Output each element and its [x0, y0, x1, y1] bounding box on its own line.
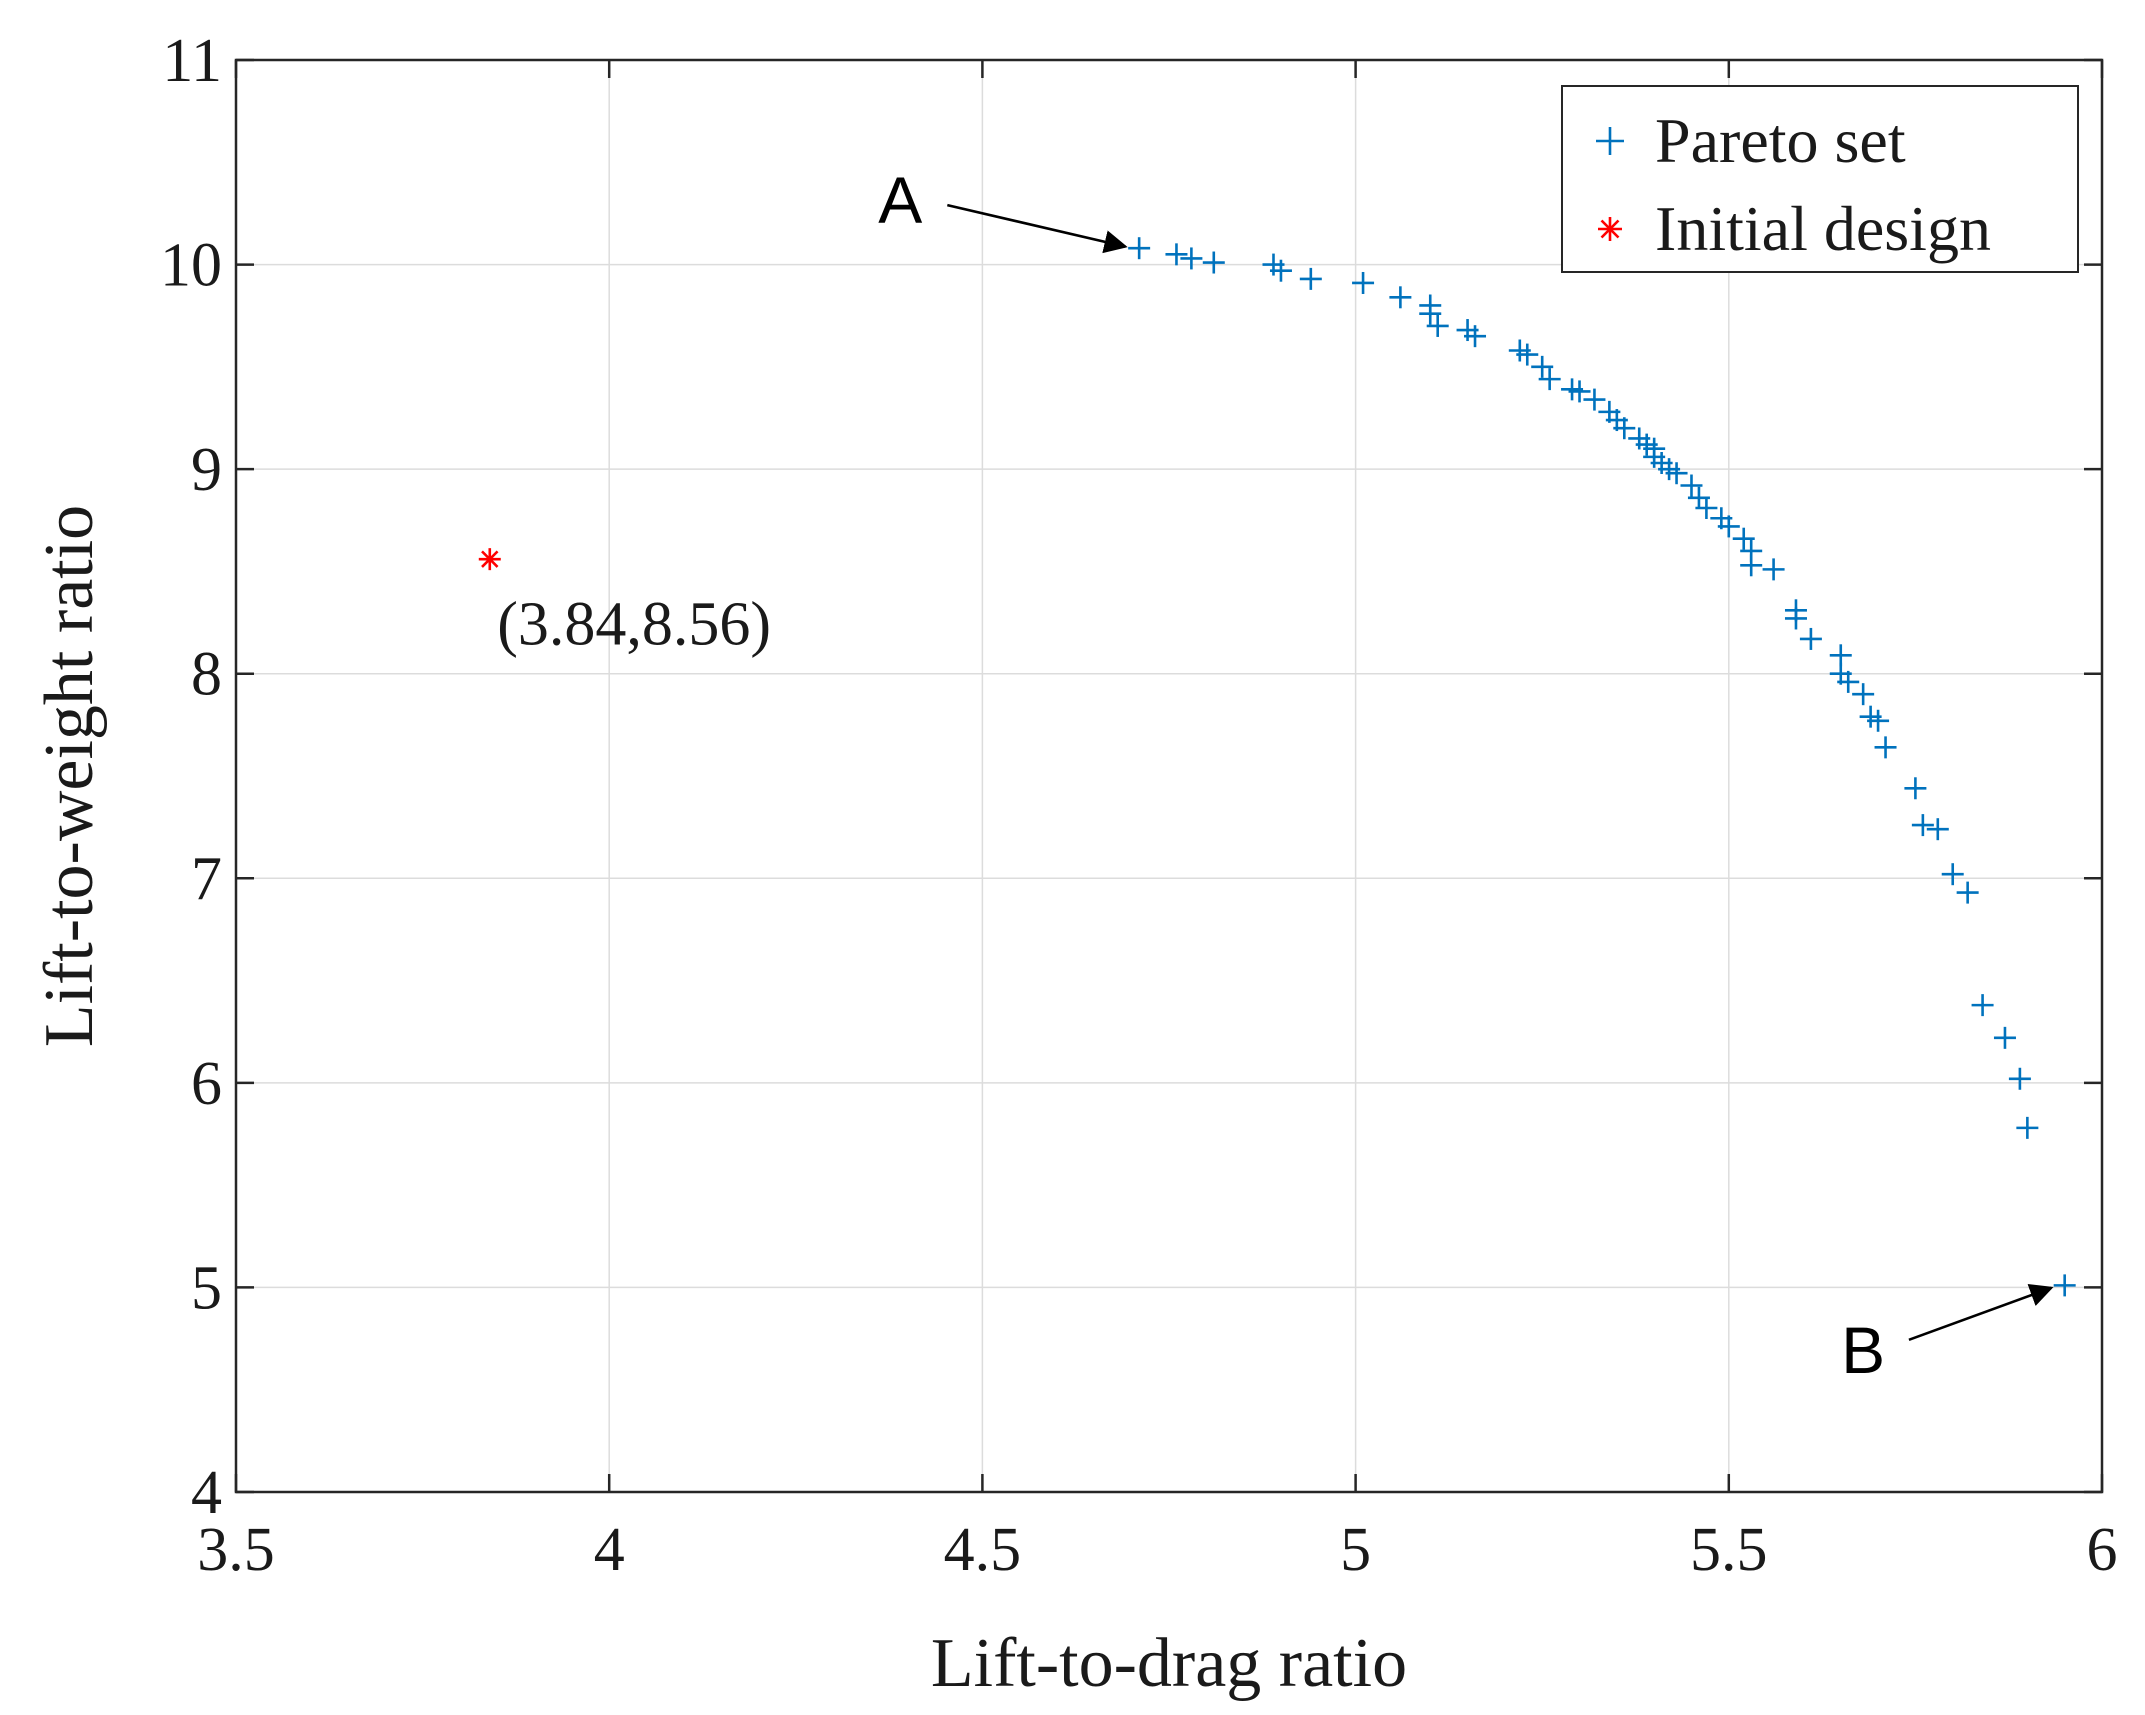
- legend-label-pareto-set: Pareto set: [1655, 105, 1906, 176]
- pareto-point: [1128, 237, 1151, 260]
- point-label-a: A: [878, 163, 922, 237]
- x-tick-label: 5.5: [1690, 1516, 1768, 1584]
- pareto-point: [1911, 814, 1934, 837]
- pareto-point: [2053, 1274, 2076, 1297]
- plot-area-background: [236, 60, 2102, 1492]
- y-axis-label: Lift-to-weight ratio: [31, 505, 108, 1047]
- legend-label-initial-design: Initial design: [1655, 193, 1991, 264]
- legend-star-marker: [1598, 217, 1622, 241]
- pareto-point: [1568, 380, 1591, 403]
- plot-frame: [234, 58, 2104, 1494]
- pareto-point: [1464, 325, 1487, 348]
- legend-marker-initial-design: [1598, 217, 1622, 241]
- pareto-point: [1613, 417, 1636, 440]
- y-tick-label: 9: [191, 436, 222, 504]
- y-tick-label: 8: [191, 641, 222, 709]
- pareto-point: [1993, 1026, 2016, 1049]
- pareto-point: [2008, 1067, 2031, 1090]
- x-tick-label: 5: [1340, 1516, 1371, 1584]
- annotation-arrow-b: [1908, 1284, 2054, 1342]
- pareto-point: [1874, 736, 1897, 759]
- pareto-point: [1165, 243, 1188, 266]
- y-tick-label: 7: [191, 845, 222, 913]
- pareto-point: [1299, 267, 1322, 290]
- pareto-point: [1583, 388, 1606, 411]
- y-tick-label: 5: [191, 1254, 222, 1322]
- x-tick-label: 3.5: [197, 1516, 275, 1584]
- pareto-point: [1352, 271, 1375, 294]
- y-tick-label: 11: [162, 27, 222, 95]
- pareto-point: [1269, 259, 1292, 282]
- pareto-point: [1516, 343, 1539, 366]
- pareto-point: [1538, 368, 1561, 391]
- x-tick-label: 4.5: [944, 1516, 1022, 1584]
- point-label-b: B: [1841, 1313, 1885, 1387]
- pareto-point: [1941, 863, 1964, 886]
- pareto-point: [1732, 527, 1755, 550]
- pareto-point: [1799, 627, 1822, 650]
- pareto-point: [1426, 314, 1449, 337]
- pareto-point: [1389, 286, 1412, 309]
- pareto-point: [1740, 554, 1763, 577]
- pareto-point: [1867, 709, 1890, 732]
- pareto-point: [1531, 355, 1554, 378]
- pareto-point: [1956, 881, 1979, 904]
- pareto-point: [1202, 251, 1225, 274]
- y-tick-label: 6: [191, 1050, 222, 1118]
- initial-design-point: [478, 548, 501, 571]
- annotations: A B (3.84,8.56): [497, 163, 2054, 1387]
- pareto-point: [1829, 644, 1852, 667]
- pareto-point: [1852, 683, 1875, 706]
- pareto-point: [1180, 247, 1203, 270]
- x-axis-label: Lift-to-drag ratio: [931, 1625, 1407, 1702]
- legend: Pareto set Initial design: [1561, 85, 2079, 273]
- pareto-point: [1717, 515, 1740, 538]
- pareto-point: [1695, 497, 1718, 520]
- pareto-point: [1926, 818, 1949, 841]
- pareto-point: [1665, 462, 1688, 485]
- legend-plus-marker: [1596, 127, 1624, 155]
- pareto-point: [2016, 1116, 2039, 1139]
- pareto-point: [1419, 302, 1442, 325]
- star-marker-stroke: [481, 550, 499, 568]
- annotation-arrow-a: [947, 203, 1128, 254]
- pareto-point: [1971, 994, 1994, 1017]
- legend-marker-pareto-set: [1596, 127, 1624, 155]
- pareto-point: [1762, 558, 1785, 581]
- star-marker-stroke: [1600, 219, 1620, 239]
- pareto-point: [1784, 607, 1807, 630]
- data-points: [478, 237, 2076, 1297]
- pareto-point: [1904, 777, 1927, 800]
- y-tick-label: 4: [191, 1459, 222, 1527]
- x-tick-label: 4: [594, 1516, 625, 1584]
- x-tick-label: 6: [2087, 1516, 2118, 1584]
- y-tick-label: 10: [160, 232, 222, 300]
- legend-box: [1561, 85, 2079, 273]
- pareto-point: [1680, 474, 1703, 497]
- pareto-point: [1837, 670, 1860, 693]
- initial-design-coordinate-label: (3.84,8.56): [497, 591, 771, 659]
